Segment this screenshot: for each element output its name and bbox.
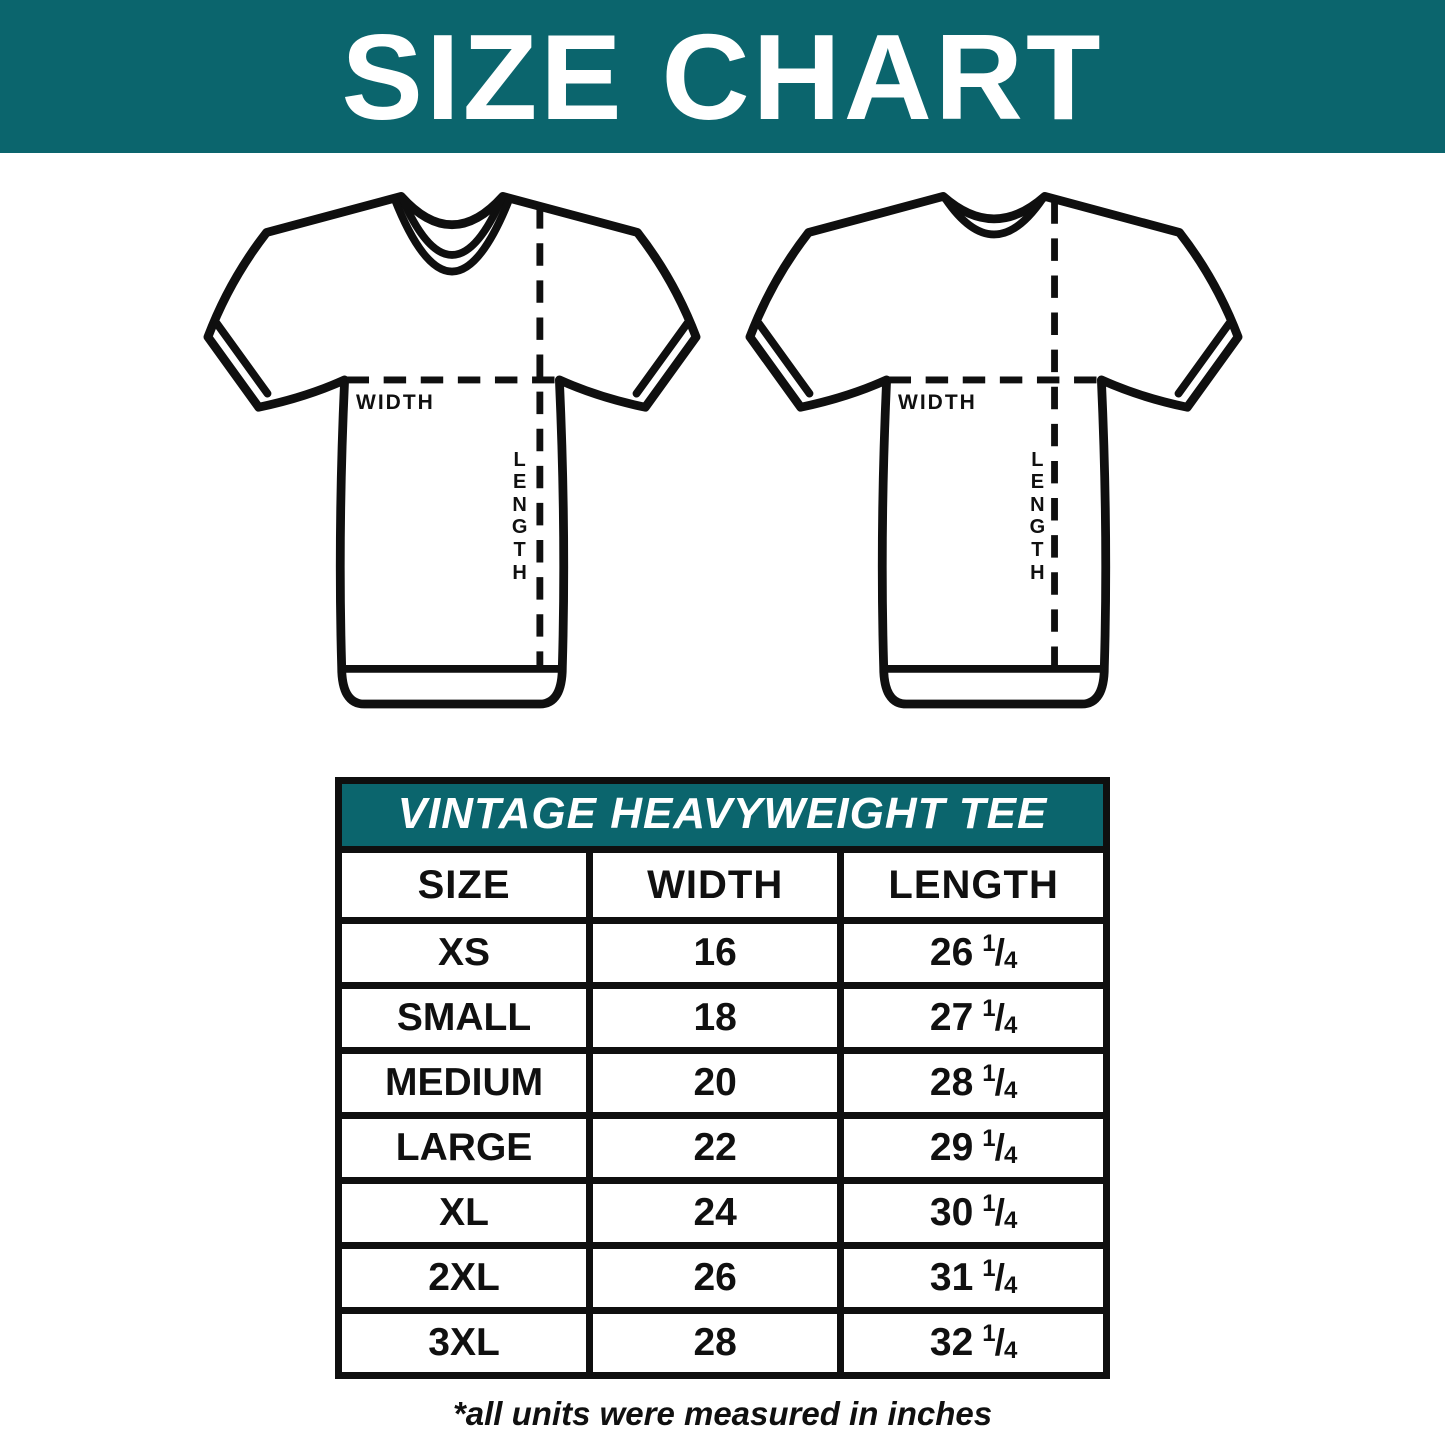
collar-band-top-seam — [396, 192, 507, 259]
table-title: VINTAGE HEAVYWEIGHT TEE — [397, 789, 1048, 838]
width-cell: 20 — [593, 1054, 838, 1112]
length-cell: 29 1/4 — [844, 1119, 1103, 1177]
size-cell: 2XL — [342, 1249, 587, 1307]
footnote: *all units were measured in inches — [452, 1395, 993, 1432]
column-header-length: LENGTH — [844, 853, 1103, 917]
tshirt-front-drawing — [203, 191, 700, 709]
width-cell: 24 — [593, 1184, 838, 1242]
size-cell: XL — [342, 1184, 587, 1242]
fraction: 1/4 — [982, 1255, 1018, 1299]
shirt-diagrams: WIDTH LENGTH WIDTH LENGTH — [0, 171, 1445, 747]
back-collar-band-seam — [940, 194, 1047, 239]
fraction: 1/4 — [982, 1125, 1018, 1169]
length-cell: 28 1/4 — [844, 1054, 1103, 1112]
collar-neckline-seam — [389, 194, 514, 276]
length-cell: 30 1/4 — [844, 1184, 1103, 1242]
size-cell: MEDIUM — [342, 1054, 587, 1112]
right-sleeve-cuff-seam — [632, 319, 691, 398]
tshirt-back-diagram: WIDTH LENGTH — [736, 171, 1252, 747]
column-header-width: WIDTH — [593, 853, 838, 917]
front-width-label: WIDTH — [356, 391, 435, 415]
length-cell: 32 1/4 — [844, 1314, 1103, 1372]
fraction: 1/4 — [982, 1190, 1018, 1234]
length-cell: 26 1/4 — [844, 924, 1103, 982]
size-cell: LARGE — [342, 1119, 587, 1177]
right-sleeve-cuff-seam — [1174, 319, 1233, 398]
left-sleeve-cuff-seam — [212, 319, 271, 398]
page-title: SIZE CHART — [341, 8, 1104, 145]
width-cell: 18 — [593, 989, 838, 1047]
table-title-band: VINTAGE HEAVYWEIGHT TEE — [342, 784, 1103, 846]
tshirt-front-outline — [203, 191, 700, 709]
size-table-section: VINTAGE HEAVYWEIGHT TEE SIZE WIDTH LENGT… — [335, 777, 1110, 1433]
width-cell: 26 — [593, 1249, 838, 1307]
fraction: 1/4 — [982, 1060, 1018, 1104]
size-cell: 3XL — [342, 1314, 587, 1372]
length-cell: 31 1/4 — [844, 1249, 1103, 1307]
tshirt-back-drawing — [745, 191, 1242, 709]
back-width-label: WIDTH — [898, 391, 977, 415]
back-length-label: LENGTH — [1029, 448, 1046, 584]
size-cell: XS — [342, 924, 587, 982]
size-table-grid: SIZE WIDTH LENGTH XS 16 26 1/4 SMALL 18 27 1/4 M… — [342, 853, 1103, 1372]
column-header-size: SIZE — [342, 853, 587, 917]
front-length-label: LENGTH — [511, 448, 528, 584]
fraction: 1/4 — [982, 995, 1018, 1039]
fraction: 1/4 — [982, 930, 1018, 974]
width-cell: 22 — [593, 1119, 838, 1177]
size-cell: SMALL — [342, 989, 587, 1047]
length-cell: 27 1/4 — [844, 989, 1103, 1047]
tshirt-back-outline — [745, 191, 1242, 709]
width-cell: 28 — [593, 1314, 838, 1372]
fraction: 1/4 — [982, 1320, 1018, 1364]
left-sleeve-cuff-seam — [754, 319, 813, 398]
tshirt-front-diagram: WIDTH LENGTH — [194, 171, 710, 747]
header-banner: SIZE CHART — [0, 0, 1445, 153]
width-cell: 16 — [593, 924, 838, 982]
size-table: VINTAGE HEAVYWEIGHT TEE SIZE WIDTH LENGT… — [335, 777, 1110, 1379]
